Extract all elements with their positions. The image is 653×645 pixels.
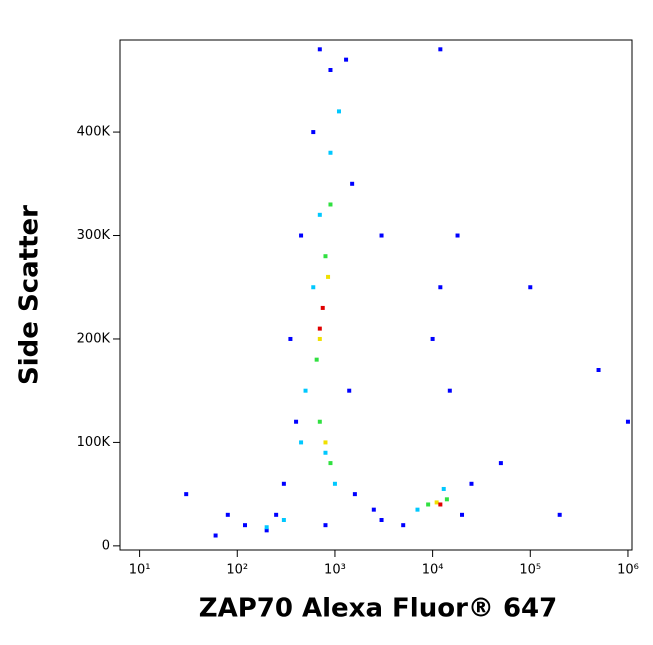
x-tick-label: 10⁶ xyxy=(617,563,639,578)
point xyxy=(528,285,533,290)
point xyxy=(596,368,601,372)
point xyxy=(281,518,286,522)
point xyxy=(444,497,449,502)
point xyxy=(317,419,322,424)
point xyxy=(288,336,293,341)
point xyxy=(299,440,304,445)
point xyxy=(625,419,630,424)
point xyxy=(294,419,299,424)
point xyxy=(438,502,443,507)
point xyxy=(371,507,376,512)
point xyxy=(336,109,341,114)
point xyxy=(328,461,333,466)
point xyxy=(225,512,230,517)
x-tick-label: 10² xyxy=(226,563,248,578)
point xyxy=(401,523,406,528)
x-tick-label: 10⁴ xyxy=(422,563,444,578)
point xyxy=(311,130,316,135)
point xyxy=(447,388,452,393)
point xyxy=(326,274,331,279)
point xyxy=(328,202,333,207)
point xyxy=(438,285,443,290)
point xyxy=(213,533,218,538)
point xyxy=(323,450,328,455)
point xyxy=(303,388,308,393)
point xyxy=(317,326,322,331)
point xyxy=(332,481,337,486)
point xyxy=(347,388,352,393)
x-axis-label: ZAP70 Alexa Fluor® 647 xyxy=(199,594,558,624)
x-tick-label: 10³ xyxy=(324,563,346,578)
point xyxy=(281,481,286,486)
y-tick-label: 0 xyxy=(102,538,110,553)
point xyxy=(243,523,248,528)
point xyxy=(317,336,322,341)
point xyxy=(323,254,328,259)
point xyxy=(317,47,322,52)
point xyxy=(352,492,357,497)
point xyxy=(328,150,333,155)
x-tick-label: 10⁵ xyxy=(519,563,541,578)
y-axis-label: Side Scatter xyxy=(15,205,45,385)
point xyxy=(441,486,446,491)
point xyxy=(328,68,333,72)
point xyxy=(430,336,435,341)
point xyxy=(426,502,431,507)
point xyxy=(557,512,562,517)
point xyxy=(460,512,465,517)
point xyxy=(274,512,279,517)
point xyxy=(438,47,443,52)
point xyxy=(344,57,349,62)
point xyxy=(350,181,355,186)
point xyxy=(434,500,439,505)
x-tick-label: 10¹ xyxy=(129,563,151,578)
y-tick-label: 400K xyxy=(77,125,111,140)
point xyxy=(299,233,304,238)
point xyxy=(379,518,384,522)
y-tick-label: 100K xyxy=(77,435,111,450)
point xyxy=(264,528,269,533)
point xyxy=(323,440,328,445)
point xyxy=(498,461,503,466)
y-tick-label: 200K xyxy=(77,331,111,346)
point xyxy=(323,523,328,528)
point xyxy=(314,357,319,362)
y-tick-label: 300K xyxy=(77,228,111,243)
point xyxy=(469,481,474,486)
point xyxy=(320,305,325,310)
point xyxy=(317,212,322,217)
point xyxy=(311,285,316,290)
point xyxy=(184,492,189,497)
point xyxy=(415,507,420,512)
point xyxy=(455,233,460,238)
point xyxy=(379,233,384,238)
point xyxy=(264,525,269,530)
plot-frame xyxy=(119,39,633,551)
